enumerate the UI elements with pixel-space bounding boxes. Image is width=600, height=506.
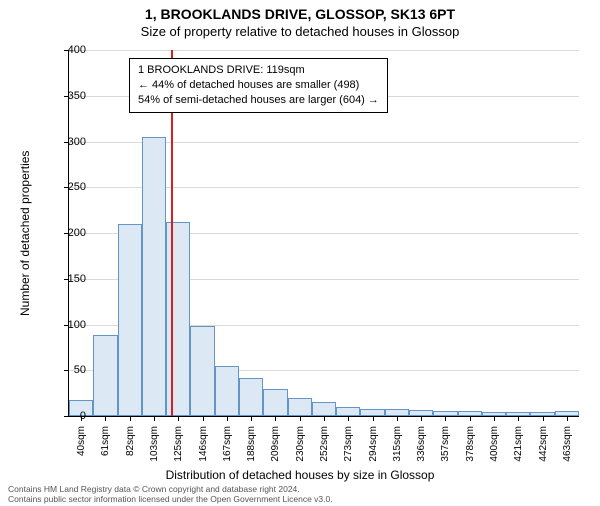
xtick-mark (154, 416, 155, 421)
footer-line2: Contains public sector information licen… (8, 494, 333, 504)
xtick-label: 315sqm (392, 426, 403, 462)
chart-title-desc: Size of property relative to detached ho… (0, 24, 600, 39)
ytick-label: 250 (46, 181, 86, 193)
xtick-mark (227, 416, 228, 421)
histogram-bar (142, 137, 166, 416)
xtick-label: 40sqm (76, 426, 87, 456)
chart-title-address: 1, BROOKLANDS DRIVE, GLOSSOP, SK13 6PT (0, 6, 600, 22)
xtick-mark (275, 416, 276, 421)
xtick-label: 442sqm (538, 426, 549, 462)
xtick-label: 103sqm (149, 426, 160, 462)
xtick-label: 146sqm (198, 426, 209, 462)
gridline (69, 50, 579, 51)
xtick-mark (421, 416, 422, 421)
xtick-mark (130, 416, 131, 421)
xtick-mark (543, 416, 544, 421)
xtick-mark (203, 416, 204, 421)
histogram-bar (263, 389, 287, 416)
ytick-label: 350 (46, 90, 86, 102)
histogram-bar (312, 402, 336, 416)
xtick-label: 336sqm (416, 426, 427, 462)
ytick-label: 400 (46, 44, 86, 56)
xtick-mark (300, 416, 301, 421)
xtick-mark (251, 416, 252, 421)
xtick-mark (373, 416, 374, 421)
xtick-mark (567, 416, 568, 421)
xtick-label: 294sqm (368, 426, 379, 462)
annotation-line1: 1 BROOKLANDS DRIVE: 119sqm (138, 63, 379, 78)
xtick-mark (518, 416, 519, 421)
xtick-label: 61sqm (100, 426, 111, 456)
ytick-label: 50 (46, 364, 86, 376)
histogram-bar (336, 407, 360, 416)
xtick-mark (348, 416, 349, 421)
xtick-label: 252sqm (319, 426, 330, 462)
xtick-label: 357sqm (440, 426, 451, 462)
x-axis-label: Distribution of detached houses by size … (0, 468, 600, 482)
xtick-mark (470, 416, 471, 421)
y-axis-label: Number of detached properties (18, 151, 32, 316)
xtick-label: 273sqm (343, 426, 354, 462)
ytick-label: 100 (46, 319, 86, 331)
histogram-bar (93, 335, 117, 416)
xtick-mark (105, 416, 106, 421)
xtick-label: 125sqm (173, 426, 184, 462)
xtick-label: 230sqm (295, 426, 306, 462)
footer-attribution: Contains HM Land Registry data © Crown c… (8, 484, 333, 504)
histogram-bar (215, 366, 239, 416)
xtick-label: 167sqm (222, 426, 233, 462)
xtick-mark (397, 416, 398, 421)
ytick-label: 150 (46, 273, 86, 285)
ytick-label: 300 (46, 136, 86, 148)
histogram-bar (166, 222, 190, 416)
xtick-mark (445, 416, 446, 421)
histogram-bar (385, 409, 409, 416)
xtick-label: 188sqm (246, 426, 257, 462)
xtick-label: 421sqm (513, 426, 524, 462)
xtick-label: 463sqm (562, 426, 573, 462)
histogram-chart: 1 BROOKLANDS DRIVE: 119sqm← 44% of detac… (68, 50, 579, 417)
histogram-bar (118, 224, 142, 416)
xtick-mark (324, 416, 325, 421)
xtick-label: 82sqm (125, 426, 136, 456)
xtick-mark (178, 416, 179, 421)
histogram-bar (360, 409, 384, 416)
annotation-box: 1 BROOKLANDS DRIVE: 119sqm← 44% of detac… (129, 58, 388, 113)
annotation-line2: ← 44% of detached houses are smaller (49… (138, 78, 379, 93)
histogram-bar (190, 326, 214, 416)
xtick-mark (494, 416, 495, 421)
ytick-label: 0 (46, 410, 86, 422)
xtick-label: 400sqm (489, 426, 500, 462)
histogram-bar (288, 398, 312, 416)
xtick-label: 378sqm (465, 426, 476, 462)
footer-line1: Contains HM Land Registry data © Crown c… (8, 484, 333, 494)
histogram-bar (239, 378, 263, 416)
xtick-label: 209sqm (270, 426, 281, 462)
annotation-line3: 54% of semi-detached houses are larger (… (138, 93, 379, 108)
ytick-label: 200 (46, 227, 86, 239)
